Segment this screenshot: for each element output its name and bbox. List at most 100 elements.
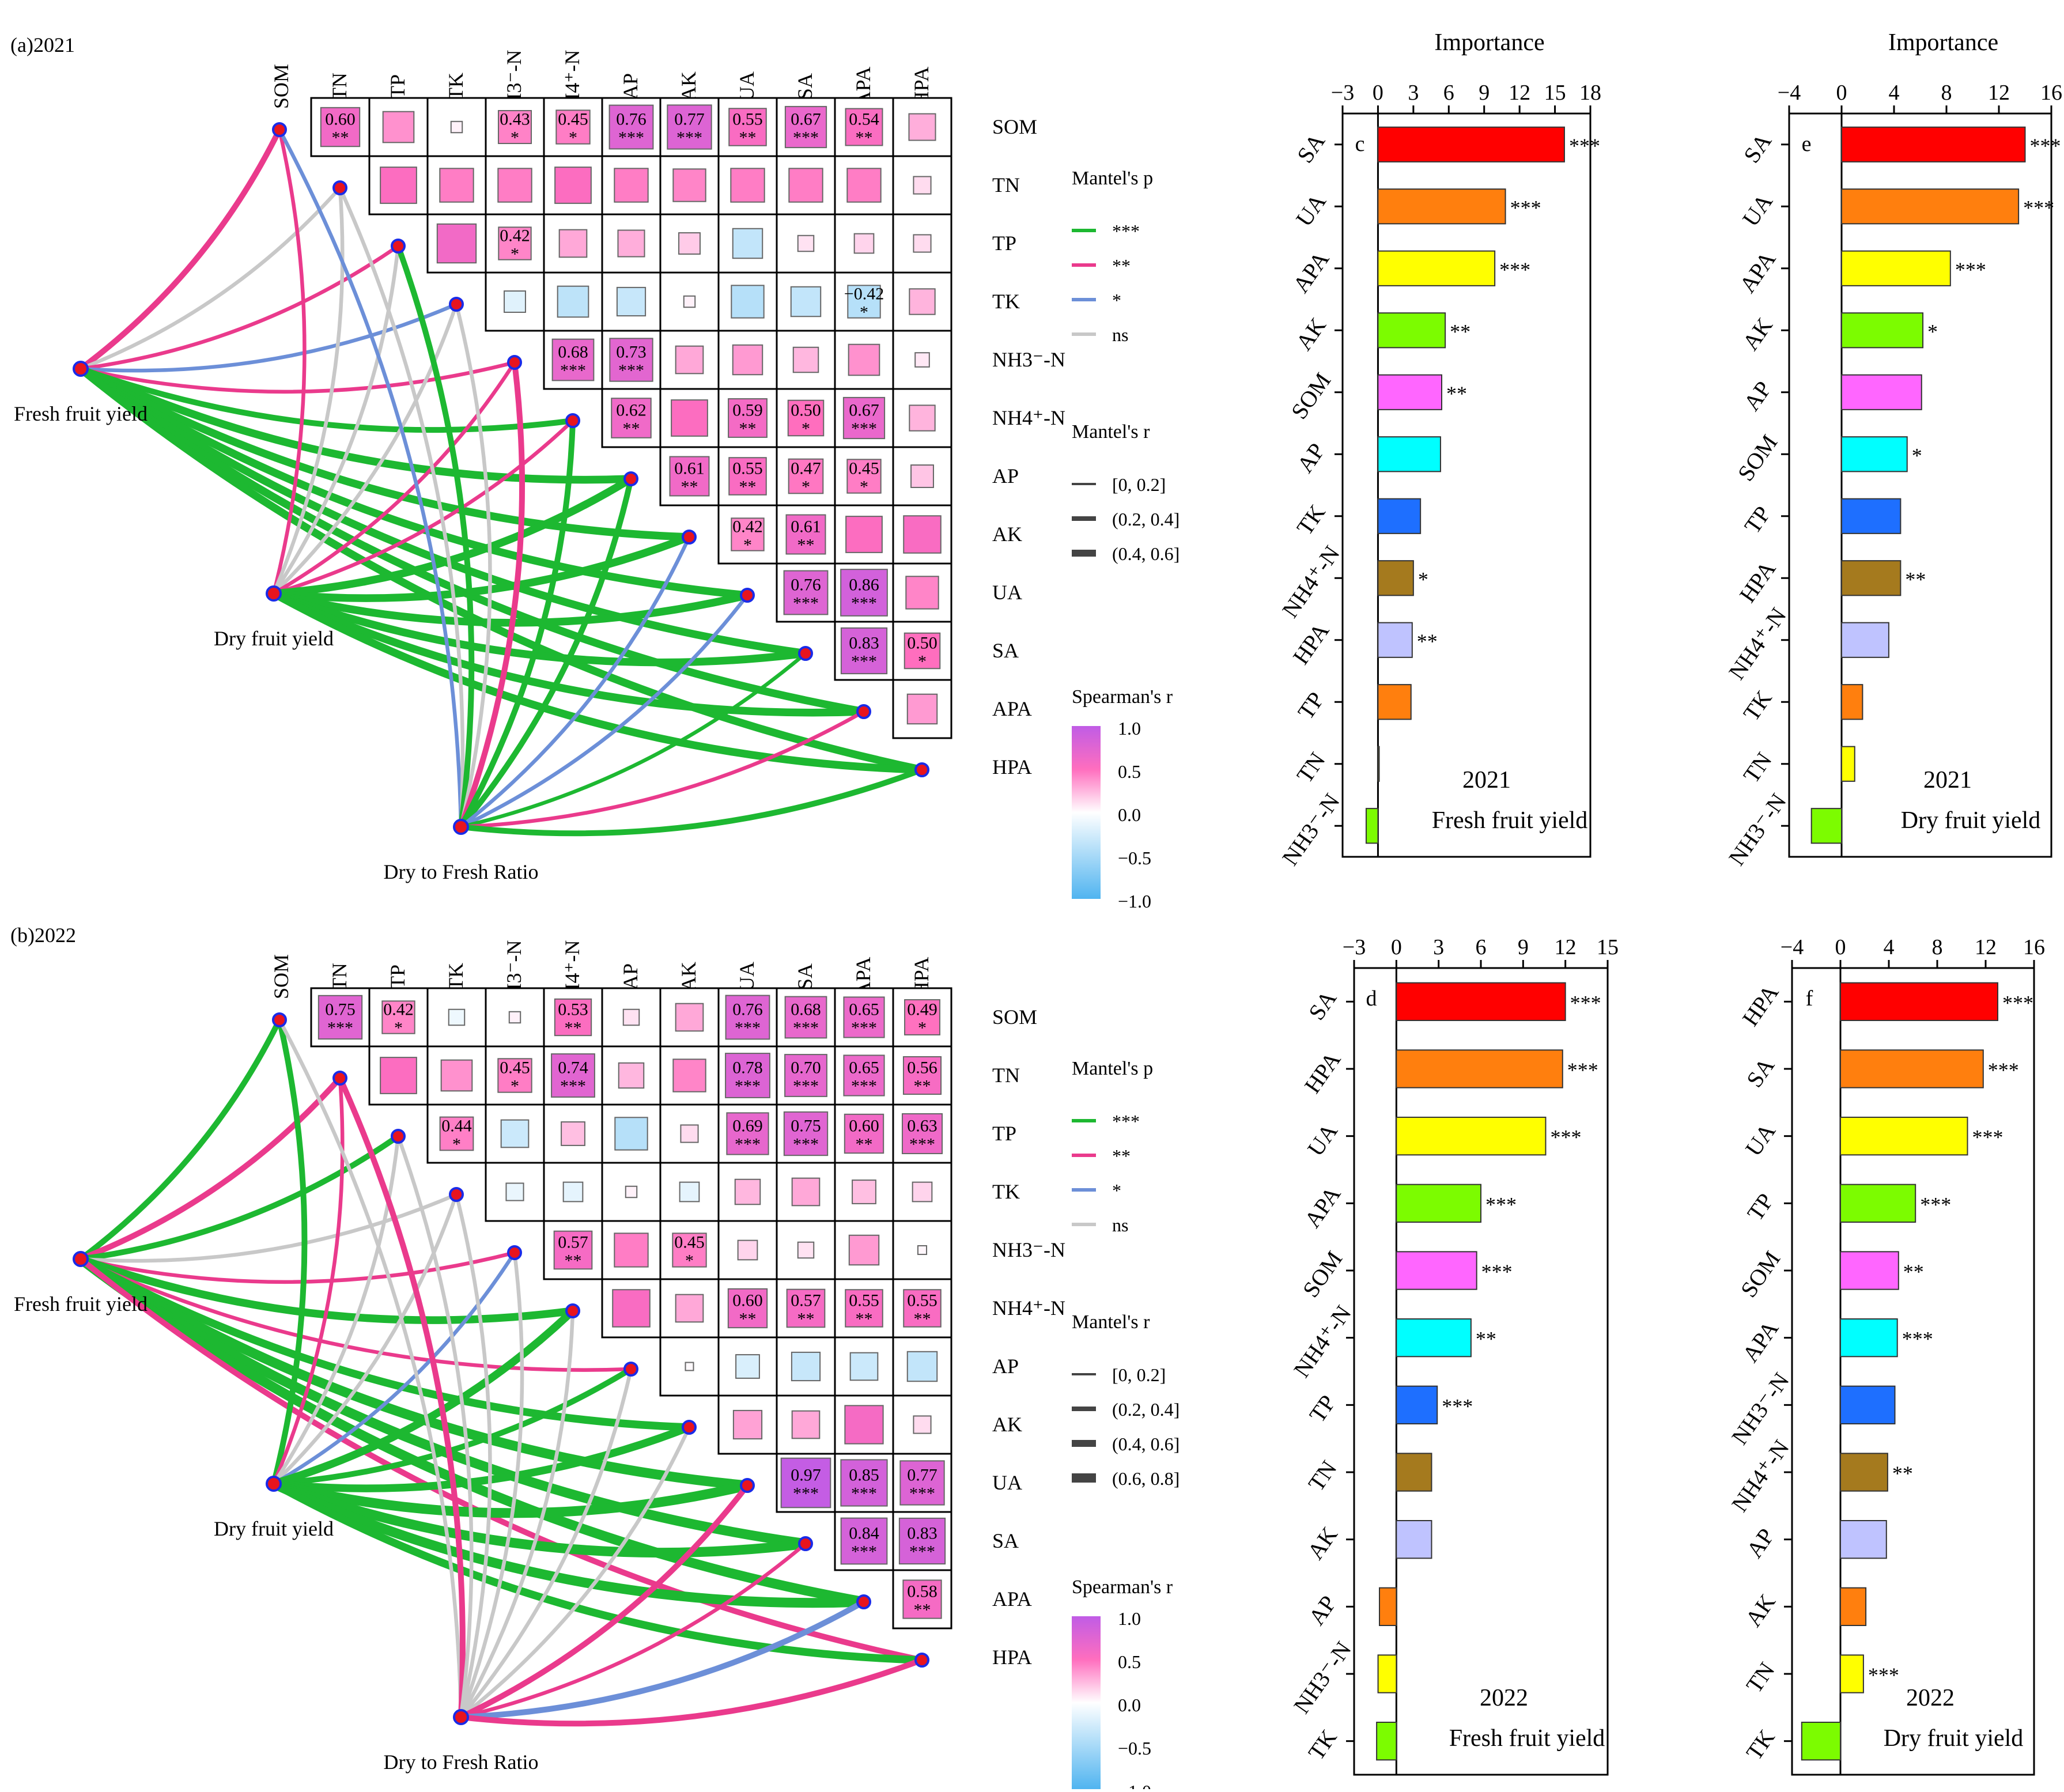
cell-r-label: 0.57	[791, 1291, 821, 1310]
cell-r-label: 0.73	[616, 343, 647, 362]
variable-node	[507, 355, 522, 370]
cell-sig-label: **	[739, 478, 757, 497]
cell-sig-label: **	[856, 128, 873, 148]
significance-label: ***	[1569, 134, 1600, 157]
column-header-label: TP	[386, 965, 409, 989]
cell-r-label: 0.63	[907, 1117, 938, 1136]
heatmap-square	[609, 338, 653, 382]
category-label: TN	[1738, 747, 1776, 787]
heatmap-cell	[426, 987, 487, 1048]
mantel-link	[271, 1134, 400, 1486]
row-label: AP	[992, 464, 1019, 487]
x-tick-label: 3	[1433, 935, 1444, 959]
column-header-label: AP	[619, 73, 642, 100]
importance-bar	[1396, 982, 1566, 1021]
variable-node	[798, 646, 813, 661]
row-label: HPA	[992, 1646, 1032, 1669]
importance-bar	[1377, 746, 1380, 782]
heatmap-square	[913, 234, 932, 253]
heatmap-square	[616, 286, 647, 317]
heatmap-square	[439, 168, 474, 203]
mantel-link	[458, 767, 925, 837]
category-label: UA	[1737, 189, 1778, 231]
cell-sig-label: *	[511, 1077, 519, 1096]
importance-bar	[1840, 1520, 1887, 1559]
cell-r-label: 0.68	[791, 1000, 821, 1019]
subtitle-label: Fresh fruit yield	[1449, 1725, 1605, 1752]
heatmap-square	[614, 1117, 648, 1151]
cell-sig-label: *	[394, 1019, 403, 1038]
heatmap-square	[848, 1234, 880, 1266]
cell-sig-label: *	[918, 652, 927, 671]
scale-tick-label: −0.5	[1118, 848, 1151, 868]
heatmap-square	[685, 1362, 694, 1371]
x-tick-label: 16	[2023, 935, 2045, 959]
heatmap-square	[669, 456, 710, 497]
category-label: HPA	[1288, 618, 1335, 669]
mantel-link	[458, 476, 634, 830]
mantel-link	[271, 1192, 459, 1486]
heatmap-square	[561, 1121, 585, 1146]
category-label: NH3⁻-N	[1723, 789, 1791, 870]
mantel-link	[270, 533, 693, 602]
significance-label: ***	[1920, 1193, 1951, 1216]
cell-r-label: 0.55	[732, 459, 763, 478]
category-label: HPA	[1299, 1047, 1346, 1098]
variable-node	[391, 239, 406, 254]
heatmap-square	[611, 398, 652, 438]
significance-label: ***	[1988, 1058, 2019, 1082]
category-label: NH4⁺-N	[1277, 541, 1345, 622]
category-label: SOM	[1733, 430, 1783, 486]
importance-bar	[1841, 188, 2020, 225]
heatmap-square	[614, 1233, 649, 1268]
cell-sig-label: ***	[909, 1484, 935, 1503]
cell-r-label: 0.65	[849, 1000, 879, 1019]
significance-label: ***	[1550, 1126, 1581, 1149]
cell-r-label: 0.62	[616, 401, 647, 420]
cell-r-label: 0.60	[325, 110, 356, 129]
significance-label: ***	[1868, 1664, 1899, 1687]
cell-r-label: 0.47	[791, 459, 821, 478]
heatmap-square	[608, 104, 654, 150]
cell-sig-label: ***	[909, 1135, 935, 1154]
cell-r-label: 0.50	[791, 401, 821, 420]
mantel-link	[271, 418, 575, 596]
heatmap-square	[508, 1011, 521, 1024]
mantel-link	[271, 1017, 308, 1487]
heatmap-square	[909, 404, 936, 432]
cell-r-label: 0.83	[849, 634, 879, 653]
response-node	[266, 1476, 282, 1492]
mantel-link	[454, 302, 492, 829]
heatmap-square	[728, 398, 768, 438]
row-label: APA	[992, 697, 1032, 720]
heatmap-square	[725, 1053, 770, 1098]
heatmap-square	[440, 1059, 473, 1092]
significance-label: ***	[1499, 258, 1530, 281]
significance-label: **	[1476, 1328, 1496, 1351]
significance-label: *	[1418, 568, 1428, 591]
mantel-link	[459, 1425, 691, 1719]
importance-bar	[1376, 1722, 1397, 1761]
cell-r-label: 0.55	[907, 1291, 938, 1310]
variable-node	[682, 1420, 697, 1435]
significance-label: **	[1903, 1260, 1924, 1283]
cell-sig-label: *	[569, 128, 577, 148]
cell-r-label: 0.65	[849, 1058, 879, 1078]
heatmap-square	[791, 1351, 821, 1382]
category-label: SOM	[1286, 368, 1336, 424]
heatmap-cell	[834, 504, 894, 565]
row-label: NH4⁺-N	[992, 1296, 1065, 1320]
mantel-link	[75, 1254, 753, 1491]
year-label: 2022	[1906, 1685, 1955, 1711]
heatmap-square	[505, 1182, 524, 1201]
column-header-label: TK	[444, 963, 467, 990]
legend-p-label: ***	[1112, 1111, 1140, 1132]
category-label: SA	[1741, 1053, 1779, 1092]
heatmap-square	[849, 1352, 879, 1381]
mantel-link	[271, 1366, 634, 1487]
mantel-link	[271, 186, 345, 596]
importance-bar	[1841, 250, 1951, 286]
variable-node	[798, 1536, 813, 1551]
significance-label: ***	[2030, 134, 2061, 157]
cell-r-label: 0.77	[674, 110, 705, 129]
